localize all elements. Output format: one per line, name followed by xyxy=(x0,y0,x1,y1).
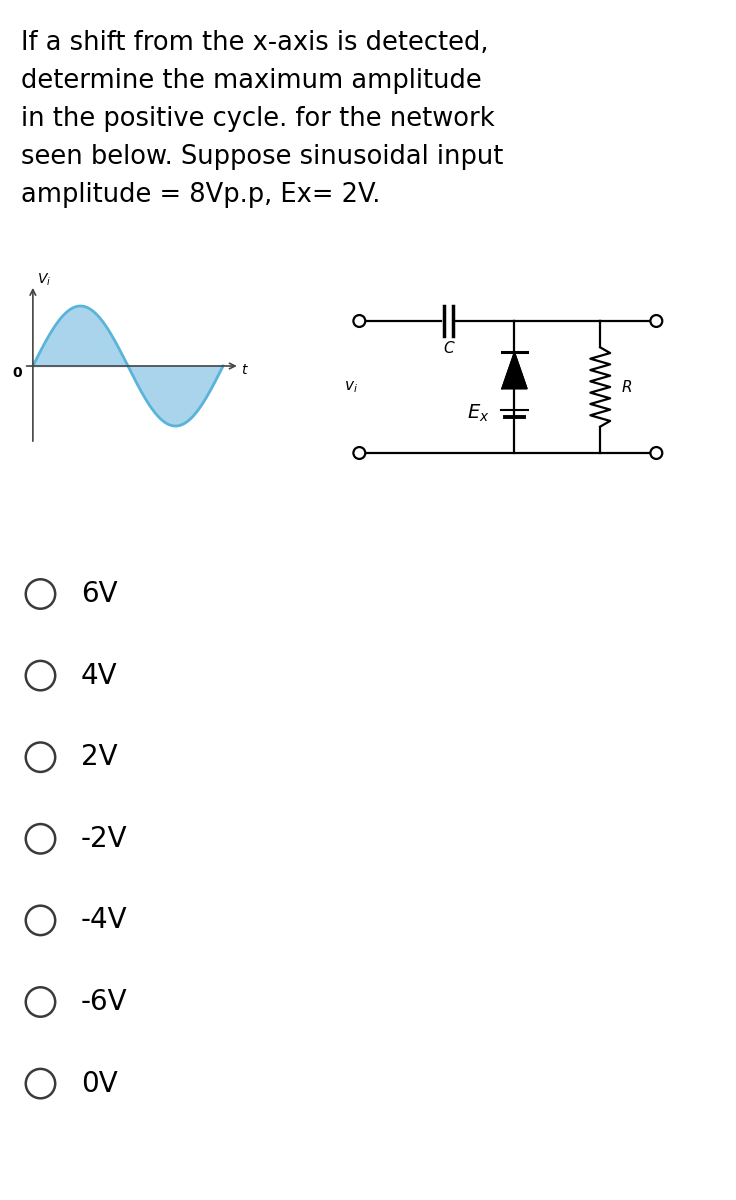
Text: 6V: 6V xyxy=(81,580,118,608)
Text: If a shift from the x-axis is detected,
determine the maximum amplitude
in the p: If a shift from the x-axis is detected, … xyxy=(21,30,503,208)
Circle shape xyxy=(353,316,365,326)
Text: $\it{t}$: $\it{t}$ xyxy=(241,362,249,377)
Text: -6V: -6V xyxy=(81,988,127,1016)
Circle shape xyxy=(651,448,662,458)
Text: -2V: -2V xyxy=(81,824,127,853)
Circle shape xyxy=(651,316,662,326)
Polygon shape xyxy=(502,353,527,389)
Text: $\it{V_i}$: $\it{V_i}$ xyxy=(37,271,51,288)
Circle shape xyxy=(353,448,365,458)
Text: $E_x$: $E_x$ xyxy=(467,403,489,424)
Text: 4V: 4V xyxy=(81,661,118,690)
Text: R: R xyxy=(622,379,632,395)
Text: $\mathbf{0}$: $\mathbf{0}$ xyxy=(13,366,24,380)
Text: -4V: -4V xyxy=(81,906,127,935)
Text: C: C xyxy=(443,341,454,355)
Text: 0V: 0V xyxy=(81,1069,118,1098)
Text: $v_i$: $v_i$ xyxy=(344,379,358,395)
Text: 2V: 2V xyxy=(81,743,118,772)
